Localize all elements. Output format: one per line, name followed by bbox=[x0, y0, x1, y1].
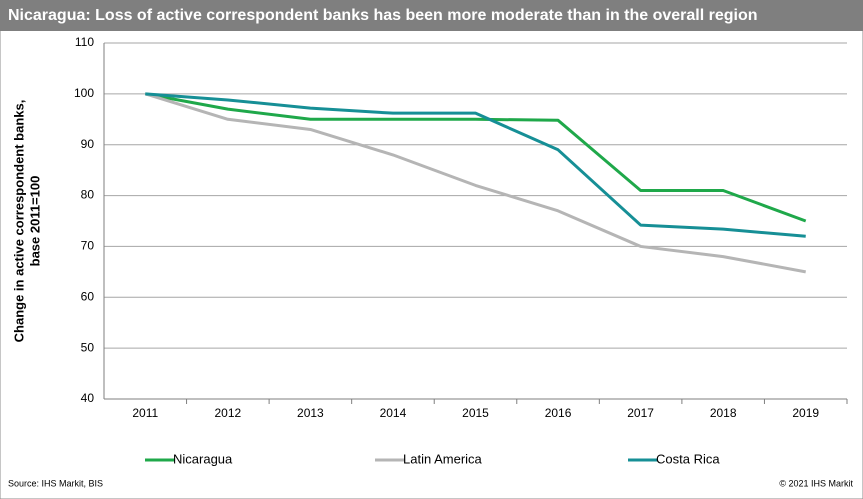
y-tick-label: 80 bbox=[81, 188, 95, 202]
y-tick-label: 40 bbox=[81, 391, 95, 405]
y-tick-label: 70 bbox=[81, 239, 95, 253]
series-line bbox=[144, 92, 806, 274]
copyright: © 2021 IHS Markit bbox=[779, 478, 853, 488]
x-tick-label: 2014 bbox=[380, 406, 407, 420]
x-tick-label: 2012 bbox=[214, 406, 241, 420]
source: Source: IHS Markit, BIS bbox=[8, 478, 103, 488]
y-tick-label: 90 bbox=[81, 137, 95, 151]
chart-title: Nicaragua: Loss of active correspondent … bbox=[8, 7, 758, 24]
x-tick-label: 2017 bbox=[627, 406, 654, 420]
x-tick-label: 2018 bbox=[710, 406, 737, 420]
y-tick-label: 110 bbox=[75, 35, 94, 49]
series-line bbox=[145, 92, 807, 223]
series-line bbox=[145, 92, 806, 238]
y-tick-label: 100 bbox=[74, 86, 94, 100]
x-tick-label: 2016 bbox=[545, 406, 572, 420]
y-axis-label: base 2011=100 bbox=[27, 176, 42, 267]
x-tick-label: 2019 bbox=[792, 406, 819, 420]
legend-label: Costa Rica bbox=[656, 451, 720, 466]
title-bar bbox=[0, 0, 863, 31]
x-tick-label: 2013 bbox=[297, 406, 324, 420]
x-tick-label: 2011 bbox=[132, 406, 158, 420]
x-tick-label: 2015 bbox=[462, 406, 489, 420]
y-axis-label: Change in active correspondent banks, bbox=[11, 100, 26, 343]
legend-label: Nicaragua bbox=[173, 451, 233, 466]
legend-label: Latin America bbox=[403, 451, 483, 466]
y-tick-label: 60 bbox=[81, 289, 95, 303]
y-tick-label: 50 bbox=[81, 340, 95, 354]
